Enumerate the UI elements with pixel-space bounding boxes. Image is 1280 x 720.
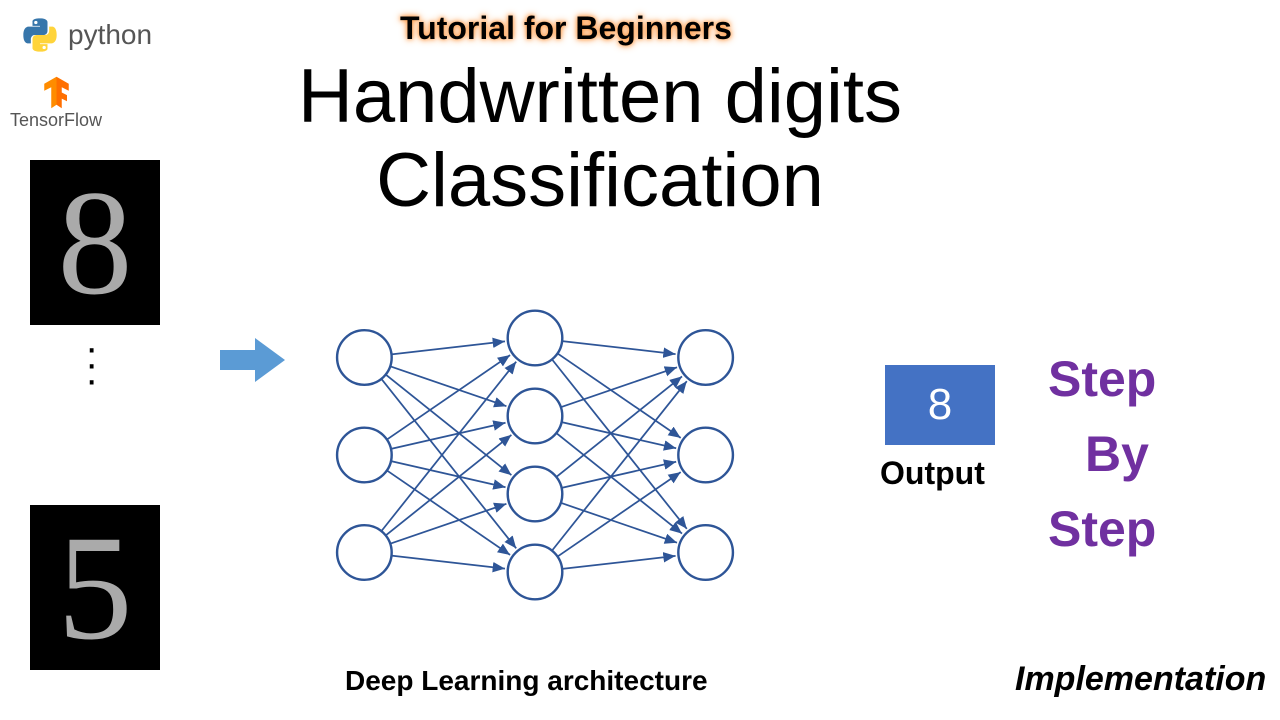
input-digit-5: 5 bbox=[30, 505, 160, 670]
python-logo: python bbox=[20, 15, 152, 55]
title-line-2: Classification bbox=[376, 138, 824, 223]
python-icon bbox=[20, 15, 60, 55]
digit-glyph: 5 bbox=[58, 513, 133, 663]
network-caption: Deep Learning architecture bbox=[345, 665, 708, 697]
output-value: 8 bbox=[928, 380, 952, 430]
vertical-dots: ··· bbox=[85, 340, 98, 388]
tensorflow-icon bbox=[39, 75, 74, 110]
neural-network-diagram bbox=[310, 260, 760, 650]
implementation-label: Implementation bbox=[1015, 660, 1266, 699]
main-title: Handwritten digits Classification bbox=[220, 55, 980, 222]
step-line-3: Step bbox=[1048, 500, 1156, 558]
title-line-1: Handwritten digits bbox=[298, 54, 902, 139]
output-box: 8 bbox=[885, 365, 995, 445]
tensorflow-label: TensorFlow bbox=[10, 110, 102, 131]
tutorial-subtitle: Tutorial for Beginners bbox=[400, 10, 732, 47]
step-line-2: By bbox=[1085, 425, 1149, 483]
tensorflow-logo: TensorFlow bbox=[10, 75, 102, 131]
python-label: python bbox=[68, 19, 152, 51]
output-label: Output bbox=[880, 455, 985, 492]
input-digit-8: 8 bbox=[30, 160, 160, 325]
digit-glyph: 8 bbox=[58, 168, 133, 318]
arrow-icon bbox=[215, 330, 295, 390]
step-line-1: Step bbox=[1048, 350, 1156, 408]
